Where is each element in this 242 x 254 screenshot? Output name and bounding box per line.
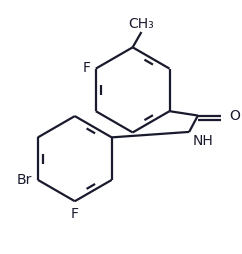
Text: F: F	[82, 60, 90, 74]
Text: Br: Br	[17, 173, 32, 187]
Text: NH: NH	[192, 134, 213, 148]
Text: F: F	[71, 207, 79, 221]
Text: O: O	[230, 108, 240, 122]
Text: CH₃: CH₃	[129, 17, 154, 31]
